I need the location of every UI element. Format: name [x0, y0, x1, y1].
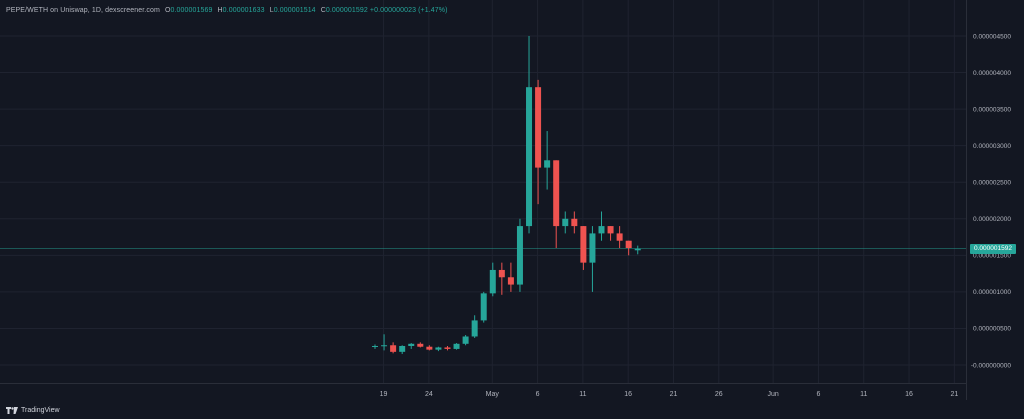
x-tick-label: Jun	[767, 391, 778, 398]
symbol-legend: PEPE/WETH on Uniswap, 1D, dexscreener.co…	[6, 7, 448, 14]
y-tick-label: 0.000004000	[973, 70, 1011, 77]
legend-low-label: L	[269, 7, 274, 14]
x-tick-label: 21	[670, 391, 678, 398]
legend-high-value: 0.000001633	[222, 7, 265, 14]
legend-open-label: O	[164, 7, 171, 14]
x-tick-label: 26	[715, 391, 723, 398]
candle-body	[462, 336, 469, 344]
candle-body	[426, 346, 433, 350]
candle-body	[553, 160, 560, 227]
x-tick-label: 11	[579, 391, 586, 398]
candle-body	[607, 226, 614, 234]
candle-body	[372, 345, 378, 347]
legend-low-value: 0.000001514	[273, 7, 316, 14]
candle-body	[408, 343, 415, 346]
candle-body	[498, 269, 505, 278]
tradingview-attribution[interactable]: TradingView	[6, 407, 60, 414]
legend-symbol[interactable]: PEPE/WETH on Uniswap, 1D, dexscreener.co…	[6, 7, 160, 14]
legend-close-value: 0.000001592	[325, 7, 368, 14]
tradingview-brand: TradingView	[21, 407, 60, 414]
y-tick-label: 0.000002500	[973, 180, 1011, 187]
y-tick-label: 0.000003500	[973, 106, 1011, 113]
candle-body	[535, 87, 542, 168]
candle-body	[507, 277, 514, 285]
candle-body	[526, 87, 533, 227]
tradingview-logo-icon	[6, 407, 18, 414]
candle-body	[381, 345, 388, 347]
x-tick-label: May	[486, 391, 500, 398]
x-tick-label: 6	[816, 391, 820, 398]
legend-change: +0.000000023 (+1.47%)	[369, 7, 448, 14]
candle-body	[390, 345, 397, 352]
candle-body	[471, 320, 478, 337]
candle-body	[399, 345, 406, 352]
last-price-badge: 0.000001592	[970, 243, 1016, 254]
price-axis[interactable]: 0.000004500 0.000004000 0.000003500 0.00000…	[971, 33, 1012, 369]
candle-body	[480, 293, 487, 321]
candle-body	[598, 226, 605, 234]
y-tick-label: 0.000002000	[973, 216, 1011, 223]
y-tick-label: 0.000000500	[973, 326, 1011, 333]
chart-grid	[0, 0, 966, 383]
x-tick-label: 21	[950, 391, 958, 398]
candle-body	[417, 343, 424, 347]
y-tick-label: 0.000001500	[973, 253, 1011, 260]
candle-body	[580, 226, 587, 263]
candles-group	[372, 36, 641, 355]
x-tick-label: 16	[905, 391, 913, 398]
y-tick-label: 0.000003000	[973, 143, 1011, 150]
candle-body	[435, 347, 442, 350]
y-tick-label: -0.000000000	[971, 362, 1012, 369]
x-tick-label: 6	[536, 391, 540, 398]
y-tick-label: 0.000001000	[973, 289, 1011, 296]
candle-body	[625, 240, 632, 249]
candle-body	[516, 226, 523, 285]
legend-high-label: H	[217, 7, 223, 14]
candle-body	[444, 347, 451, 349]
candle-body	[453, 343, 460, 349]
candle-body	[616, 233, 623, 241]
candle-body	[544, 160, 551, 168]
time-axis[interactable]: 19 24 May 6 11 16 21 26 Jun 6 11 16 21	[380, 391, 959, 398]
candle-body	[634, 248, 641, 251]
x-tick-label: 19	[380, 391, 388, 398]
candle-body	[489, 269, 496, 294]
x-tick-label: 16	[624, 391, 632, 398]
candle-body	[562, 218, 569, 227]
candle-body	[571, 218, 578, 227]
legend-close-label: C	[320, 7, 326, 14]
candle-body	[589, 233, 596, 263]
legend-open-value: 0.000001569	[170, 7, 213, 14]
y-tick-label: 0.000004500	[973, 33, 1011, 40]
x-tick-label: 24	[425, 391, 433, 398]
x-tick-label: 11	[860, 391, 867, 398]
